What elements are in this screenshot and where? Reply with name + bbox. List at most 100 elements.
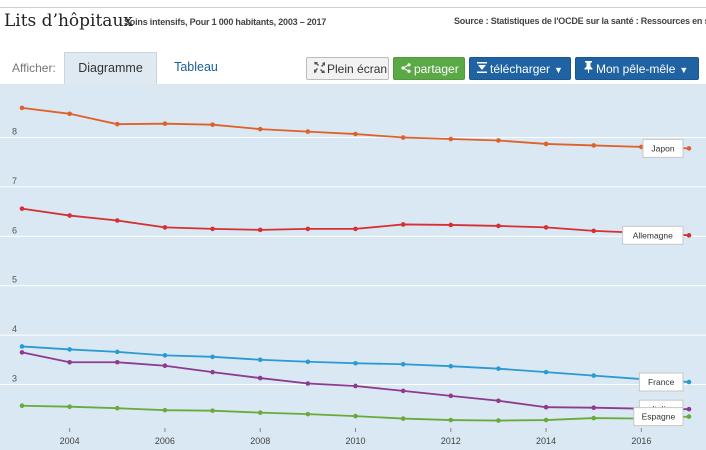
- data-point[interactable]: [686, 406, 692, 412]
- data-point[interactable]: [162, 225, 168, 230]
- data-point[interactable]: [400, 388, 406, 394]
- data-point[interactable]: [496, 223, 501, 229]
- data-point[interactable]: [591, 143, 597, 148]
- label-box: [642, 138, 684, 158]
- data-point[interactable]: [543, 404, 549, 410]
- data-point[interactable]: [257, 357, 263, 363]
- data-point[interactable]: [162, 407, 168, 413]
- data-point[interactable]: [305, 359, 311, 365]
- data-point[interactable]: [19, 344, 25, 349]
- data-point[interactable]: [19, 403, 25, 409]
- data-point[interactable]: [591, 228, 597, 234]
- data-point[interactable]: [162, 353, 168, 358]
- data-point[interactable]: [400, 222, 406, 227]
- tab-tableau[interactable]: Tableau: [174, 60, 218, 74]
- telecharger-button[interactable]: télécharger ▼: [469, 57, 571, 80]
- data-point[interactable]: [67, 359, 72, 365]
- data-point[interactable]: [114, 359, 120, 365]
- data-point[interactable]: [257, 227, 263, 233]
- caret-down-icon: ▼: [679, 65, 689, 75]
- chart-title: Lits d’hôpitaux: [4, 11, 133, 31]
- tab-diagramme[interactable]: Diagramme: [64, 52, 157, 84]
- download-icon: [476, 59, 488, 81]
- data-point[interactable]: [67, 213, 72, 218]
- data-point[interactable]: [400, 135, 406, 140]
- data-point[interactable]: [114, 405, 120, 411]
- series-end-label: Allemagne: [622, 225, 684, 245]
- data-point[interactable]: [305, 411, 311, 417]
- data-point[interactable]: [448, 393, 454, 399]
- series-end-label: Japon: [642, 138, 684, 158]
- data-point[interactable]: [496, 398, 501, 404]
- data-point[interactable]: [305, 381, 311, 386]
- data-point[interactable]: [448, 363, 454, 369]
- data-point[interactable]: [400, 361, 406, 367]
- data-point[interactable]: [210, 122, 215, 127]
- data-point[interactable]: [305, 129, 311, 134]
- data-point[interactable]: [448, 136, 454, 142]
- series-end-label: Espagne: [633, 407, 684, 427]
- y-tick-label: 7: [12, 176, 17, 186]
- data-point[interactable]: [305, 226, 311, 232]
- data-point[interactable]: [210, 369, 215, 375]
- plein-ecran-label: Plein écran: [327, 62, 388, 76]
- data-point[interactable]: [353, 226, 358, 232]
- data-point[interactable]: [210, 408, 215, 413]
- data-point[interactable]: [591, 415, 597, 421]
- y-tick-label: 8: [12, 127, 17, 137]
- data-point[interactable]: [353, 383, 358, 389]
- data-point[interactable]: [210, 226, 215, 232]
- data-point[interactable]: [353, 131, 358, 137]
- pele-mele-label: Mon pêle-mêle: [596, 62, 676, 76]
- x-tick-label: 2016: [631, 436, 651, 446]
- data-point[interactable]: [686, 414, 692, 419]
- data-point[interactable]: [19, 206, 25, 211]
- pele-mele-button[interactable]: Mon pêle-mêle ▼: [575, 57, 699, 80]
- data-point[interactable]: [496, 366, 501, 371]
- data-point[interactable]: [19, 105, 25, 111]
- data-point[interactable]: [543, 141, 549, 147]
- data-point[interactable]: [353, 413, 358, 419]
- data-point[interactable]: [591, 373, 597, 378]
- data-point[interactable]: [162, 121, 168, 126]
- data-point[interactable]: [496, 138, 501, 143]
- data-point[interactable]: [257, 410, 263, 415]
- data-point[interactable]: [543, 369, 549, 375]
- data-point[interactable]: [67, 404, 72, 410]
- data-point[interactable]: [19, 350, 25, 355]
- series-name: France: [648, 377, 675, 387]
- expand-arrows-icon: [313, 59, 325, 81]
- data-point[interactable]: [257, 126, 263, 132]
- data-point[interactable]: [686, 146, 692, 151]
- data-point[interactable]: [67, 111, 72, 117]
- data-point[interactable]: [448, 222, 454, 228]
- data-point[interactable]: [400, 416, 406, 421]
- x-tick-label: 2004: [60, 436, 80, 446]
- data-point[interactable]: [114, 121, 120, 127]
- x-tick-label: 2010: [345, 436, 365, 446]
- data-point[interactable]: [686, 233, 692, 238]
- data-point[interactable]: [543, 225, 549, 230]
- y-tick-label: 4: [12, 324, 17, 334]
- data-point[interactable]: [353, 360, 358, 366]
- plein-ecran-button[interactable]: Plein écran: [306, 57, 389, 80]
- data-point[interactable]: [257, 375, 263, 381]
- data-point[interactable]: [162, 363, 168, 369]
- gridlines: [0, 137, 706, 385]
- data-point[interactable]: [591, 405, 597, 411]
- y-axis-ticks: 3 4 5 6 7 8: [12, 127, 17, 384]
- data-point[interactable]: [543, 417, 549, 423]
- x-tick-label: 2014: [536, 436, 556, 446]
- afficher-label: Afficher:: [12, 61, 56, 75]
- data-point[interactable]: [114, 349, 120, 355]
- partager-button[interactable]: partager: [393, 57, 465, 80]
- data-point[interactable]: [67, 347, 72, 352]
- data-point[interactable]: [686, 379, 692, 385]
- data-point[interactable]: [114, 218, 120, 223]
- data-point[interactable]: [210, 354, 215, 360]
- y-tick-label: 3: [12, 373, 17, 383]
- data-point[interactable]: [496, 418, 501, 423]
- series-name: Allemagne: [633, 230, 673, 240]
- data-point[interactable]: [448, 417, 454, 423]
- x-tick-label: 2012: [441, 436, 461, 446]
